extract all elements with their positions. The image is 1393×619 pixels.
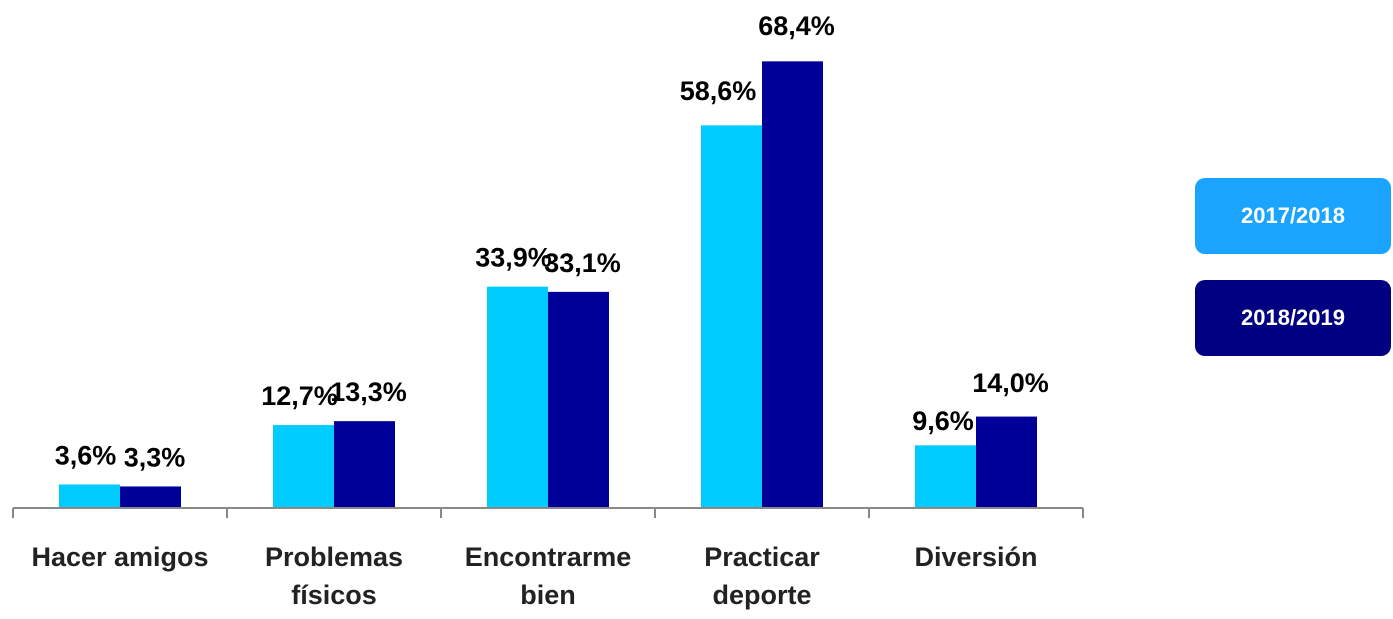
value-labels-layer: 3,6% 3,3% 12,7%13,3% 33,9%33,1% 58,6% 68,4% 9,… (55, 11, 1049, 472)
value-label-1-5: 9,6% (912, 406, 974, 436)
value-label-2-2: 13,3% (330, 377, 407, 407)
legend-item-series-1: 2017/2018 (1195, 178, 1391, 254)
bar-1-2 (273, 425, 334, 508)
value-label-1-4: 58,6% (680, 76, 757, 106)
bar-2-3 (548, 291, 609, 508)
category-labels-layer: Hacer amigos Problemas físicos Encontrarme b… (31, 542, 1037, 610)
bar-1-1 (59, 484, 120, 508)
category-label-2-line-2: físicos (291, 580, 377, 610)
x-axis (12, 507, 1084, 518)
bar-1-5 (915, 445, 976, 508)
bar-1-4 (701, 125, 762, 508)
value-label-2-3: 33,1% (544, 248, 621, 278)
legend-label-series-1: 2017/2018 (1241, 203, 1345, 228)
value-label-1-2: 12,7% (261, 381, 338, 411)
category-label-4-line-1: Practicar (704, 542, 820, 572)
value-label-2-1: 3,3% (124, 442, 186, 472)
bar-2-5 (976, 416, 1037, 508)
value-label-2-4: 68,4% (758, 11, 835, 41)
legend-label-series-2: 2018/2019 (1241, 305, 1345, 330)
bar-2-4 (762, 61, 823, 509)
bar-2-1 (120, 486, 181, 508)
category-label-3-line-2: bien (520, 580, 576, 610)
bar-2-2 (334, 421, 395, 508)
category-label-1-line-1: Hacer amigos (31, 542, 208, 572)
legend-item-series-2: 2018/2019 (1195, 280, 1391, 356)
bars-layer (59, 61, 1037, 509)
value-label-1-3: 33,9% (475, 243, 552, 273)
category-label-4-line-2: deporte (712, 580, 811, 610)
bar-1-3 (487, 286, 548, 508)
category-label-3-line-1: Encontrarme (465, 542, 632, 572)
value-label-1-1: 3,6% (55, 440, 117, 470)
category-label-2-line-1: Problemas (265, 542, 403, 572)
category-label-5-line-1: Diversión (914, 542, 1037, 572)
value-label-2-5: 14,0% (972, 368, 1049, 398)
